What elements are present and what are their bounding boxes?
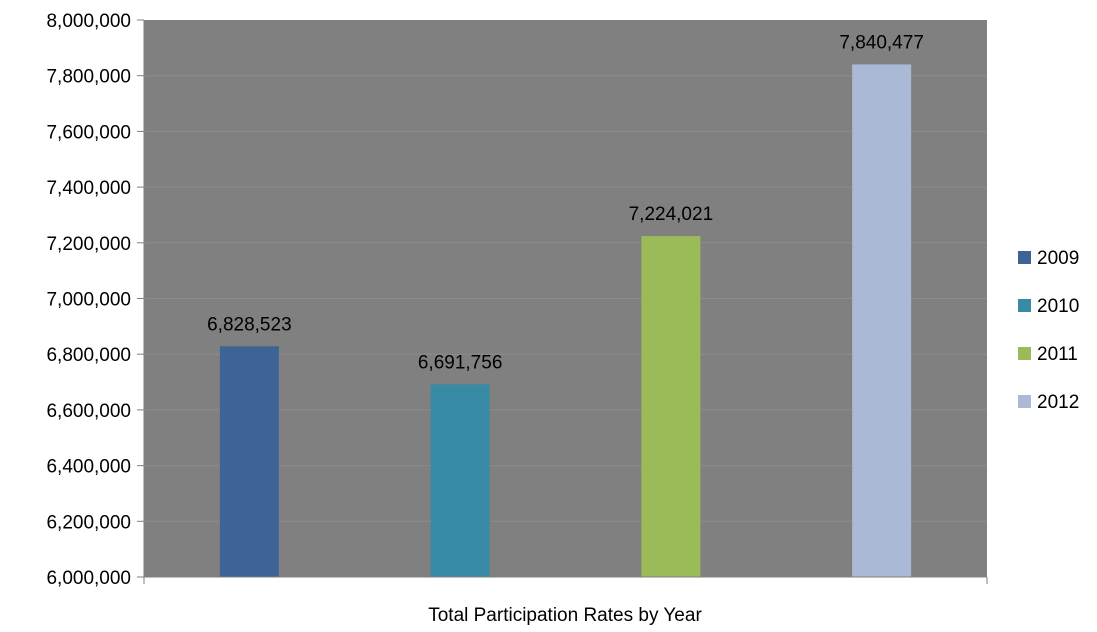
data-labels: 6,828,523 6,691,756 7,224,021 7,840,477 xyxy=(207,32,924,373)
y-axis: 6,000,000 6,200,000 6,400,000 6,600,000 6,80… xyxy=(46,11,145,589)
data-label-2009: 6,828,523 xyxy=(207,314,292,335)
bar-2012 xyxy=(852,64,912,578)
bars xyxy=(219,64,912,578)
y-tick-label: 7,600,000 xyxy=(46,122,131,143)
x-axis xyxy=(143,576,988,584)
y-tick-label: 6,600,000 xyxy=(46,401,131,422)
y-tick-label: 7,400,000 xyxy=(46,178,131,199)
x-axis-title: Total Participation Rates by Year xyxy=(428,605,702,626)
bar-2009 xyxy=(219,346,279,577)
y-tick-label: 8,000,000 xyxy=(46,11,131,32)
bar-2011 xyxy=(641,236,701,577)
legend-label-2012: 2012 xyxy=(1037,392,1079,413)
y-tick-label: 6,000,000 xyxy=(46,568,131,589)
y-tick-label: 7,200,000 xyxy=(46,234,131,255)
legend: 2009 2010 2011 2012 xyxy=(1018,248,1079,413)
y-tick-label: 6,400,000 xyxy=(46,457,131,478)
legend-label-2011: 2011 xyxy=(1037,344,1078,365)
y-tick-label: 6,800,000 xyxy=(46,345,131,366)
data-label-2012: 7,840,477 xyxy=(839,32,924,53)
gridlines xyxy=(144,75,987,522)
data-label-2011: 7,224,021 xyxy=(629,204,714,225)
legend-swatch-2010 xyxy=(1018,299,1031,312)
bar-2010 xyxy=(430,384,490,577)
legend-label-2010: 2010 xyxy=(1037,296,1079,317)
legend-swatch-2012 xyxy=(1018,395,1031,408)
legend-swatch-2011 xyxy=(1018,347,1031,360)
y-tick-label: 7,800,000 xyxy=(46,67,131,88)
y-tick-label: 6,200,000 xyxy=(46,512,131,533)
y-tick-label: 7,000,000 xyxy=(46,290,131,311)
legend-swatch-2009 xyxy=(1018,251,1031,264)
data-label-2010: 6,691,756 xyxy=(418,352,503,373)
legend-label-2009: 2009 xyxy=(1037,248,1079,269)
